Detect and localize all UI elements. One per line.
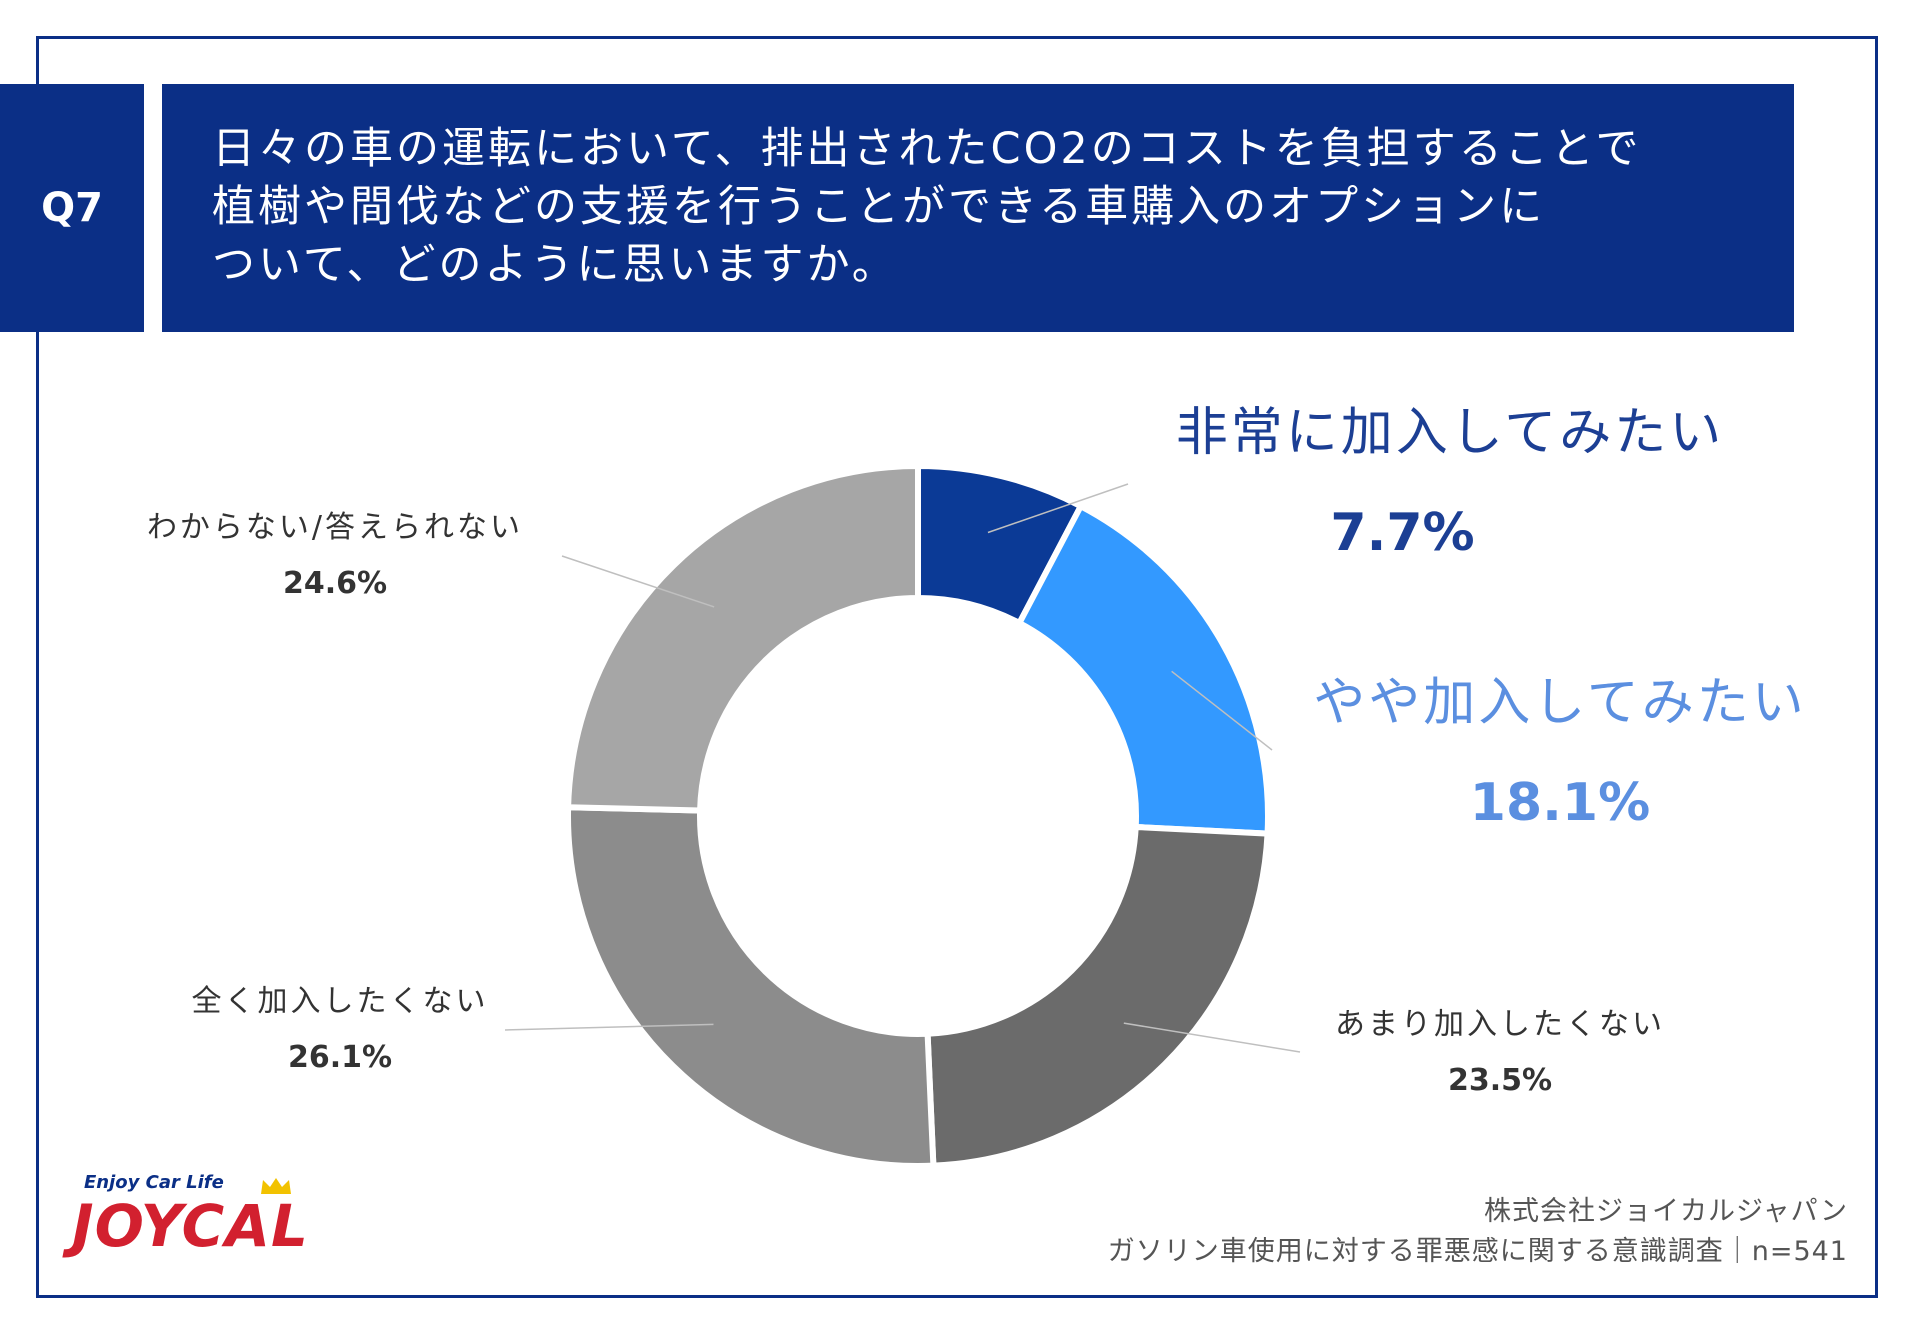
slice-label-not-at-all-interested: 全く加入したくない [191,984,489,1019]
question-line-1: 日々の車の運転において、排出されたCO2のコストを負担することで [212,124,1642,174]
joycal-logo: Enjoy Car Life JOYCAL [72,1172,352,1262]
company-name: 株式会社ジョイカルジャパン [1484,1196,1848,1227]
leader-line-very-interested [987,483,1129,534]
label-not-very-interested: あまり加入したくない 23.5% [1310,1005,1690,1101]
crown-icon [261,1178,291,1194]
logo-wordmark: JOYCAL [72,1192,310,1260]
slice-label-very-interested: 非常に加入してみたい [1175,403,1725,463]
question-line-3: ついて、どのように思いますか。 [212,240,898,290]
slice-label-dont-know: わからない/答えられない [146,510,524,545]
leader-line-somewhat-interested [1171,670,1273,751]
question-line-2: 植樹や間伐などの支援を行うことができる車購入のオプションに [212,182,1546,232]
slice-value-dont-know: 24.6% [282,566,388,601]
label-somewhat-interested: やや加入してみたい 18.1% [1290,668,1830,838]
label-very-interested: 非常に加入してみたい 7.7% [1150,398,1750,568]
question-number: Q7 [41,185,103,231]
question-number-badge: Q7 [0,84,144,332]
source-note: 株式会社ジョイカルジャパン ガソリン車使用に対する罪悪感に関する意識調査｜n=5… [1108,1192,1848,1272]
logo-tagline: Enjoy Car Life [84,1172,224,1193]
donut-slice-not-very-interested [924,823,1271,1169]
donut-slice-somewhat-interested [1015,502,1271,837]
slice-value-not-very-interested: 23.5% [1447,1063,1553,1098]
donut-slice-not-at-all-interested [565,804,937,1169]
slice-label-somewhat-interested: やや加入してみたい [1313,673,1807,733]
slice-value-very-interested: 7.7% [1330,503,1475,563]
label-not-at-all-interested: 全く加入したくない 26.1% [160,982,520,1078]
question-box: 日々の車の運転において、排出されたCO2のコストを負担することで 植樹や間伐など… [162,84,1794,332]
slice-label-not-very-interested: あまり加入したくない [1335,1007,1665,1042]
slice-value-not-at-all-interested: 26.1% [287,1040,393,1075]
slide-frame [36,36,1878,1298]
donut-slice-dont-know [565,462,921,814]
survey-info: ガソリン車使用に対する罪悪感に関する意識調査｜n=541 [1107,1236,1848,1267]
leader-line-not-very-interested [1123,1022,1301,1053]
leader-line-not-at-all-interested [504,1023,714,1031]
leader-line-dont-know [561,555,715,608]
label-dont-know: わからない/答えられない 24.6% [120,508,550,604]
slice-value-somewhat-interested: 18.1% [1469,773,1651,833]
